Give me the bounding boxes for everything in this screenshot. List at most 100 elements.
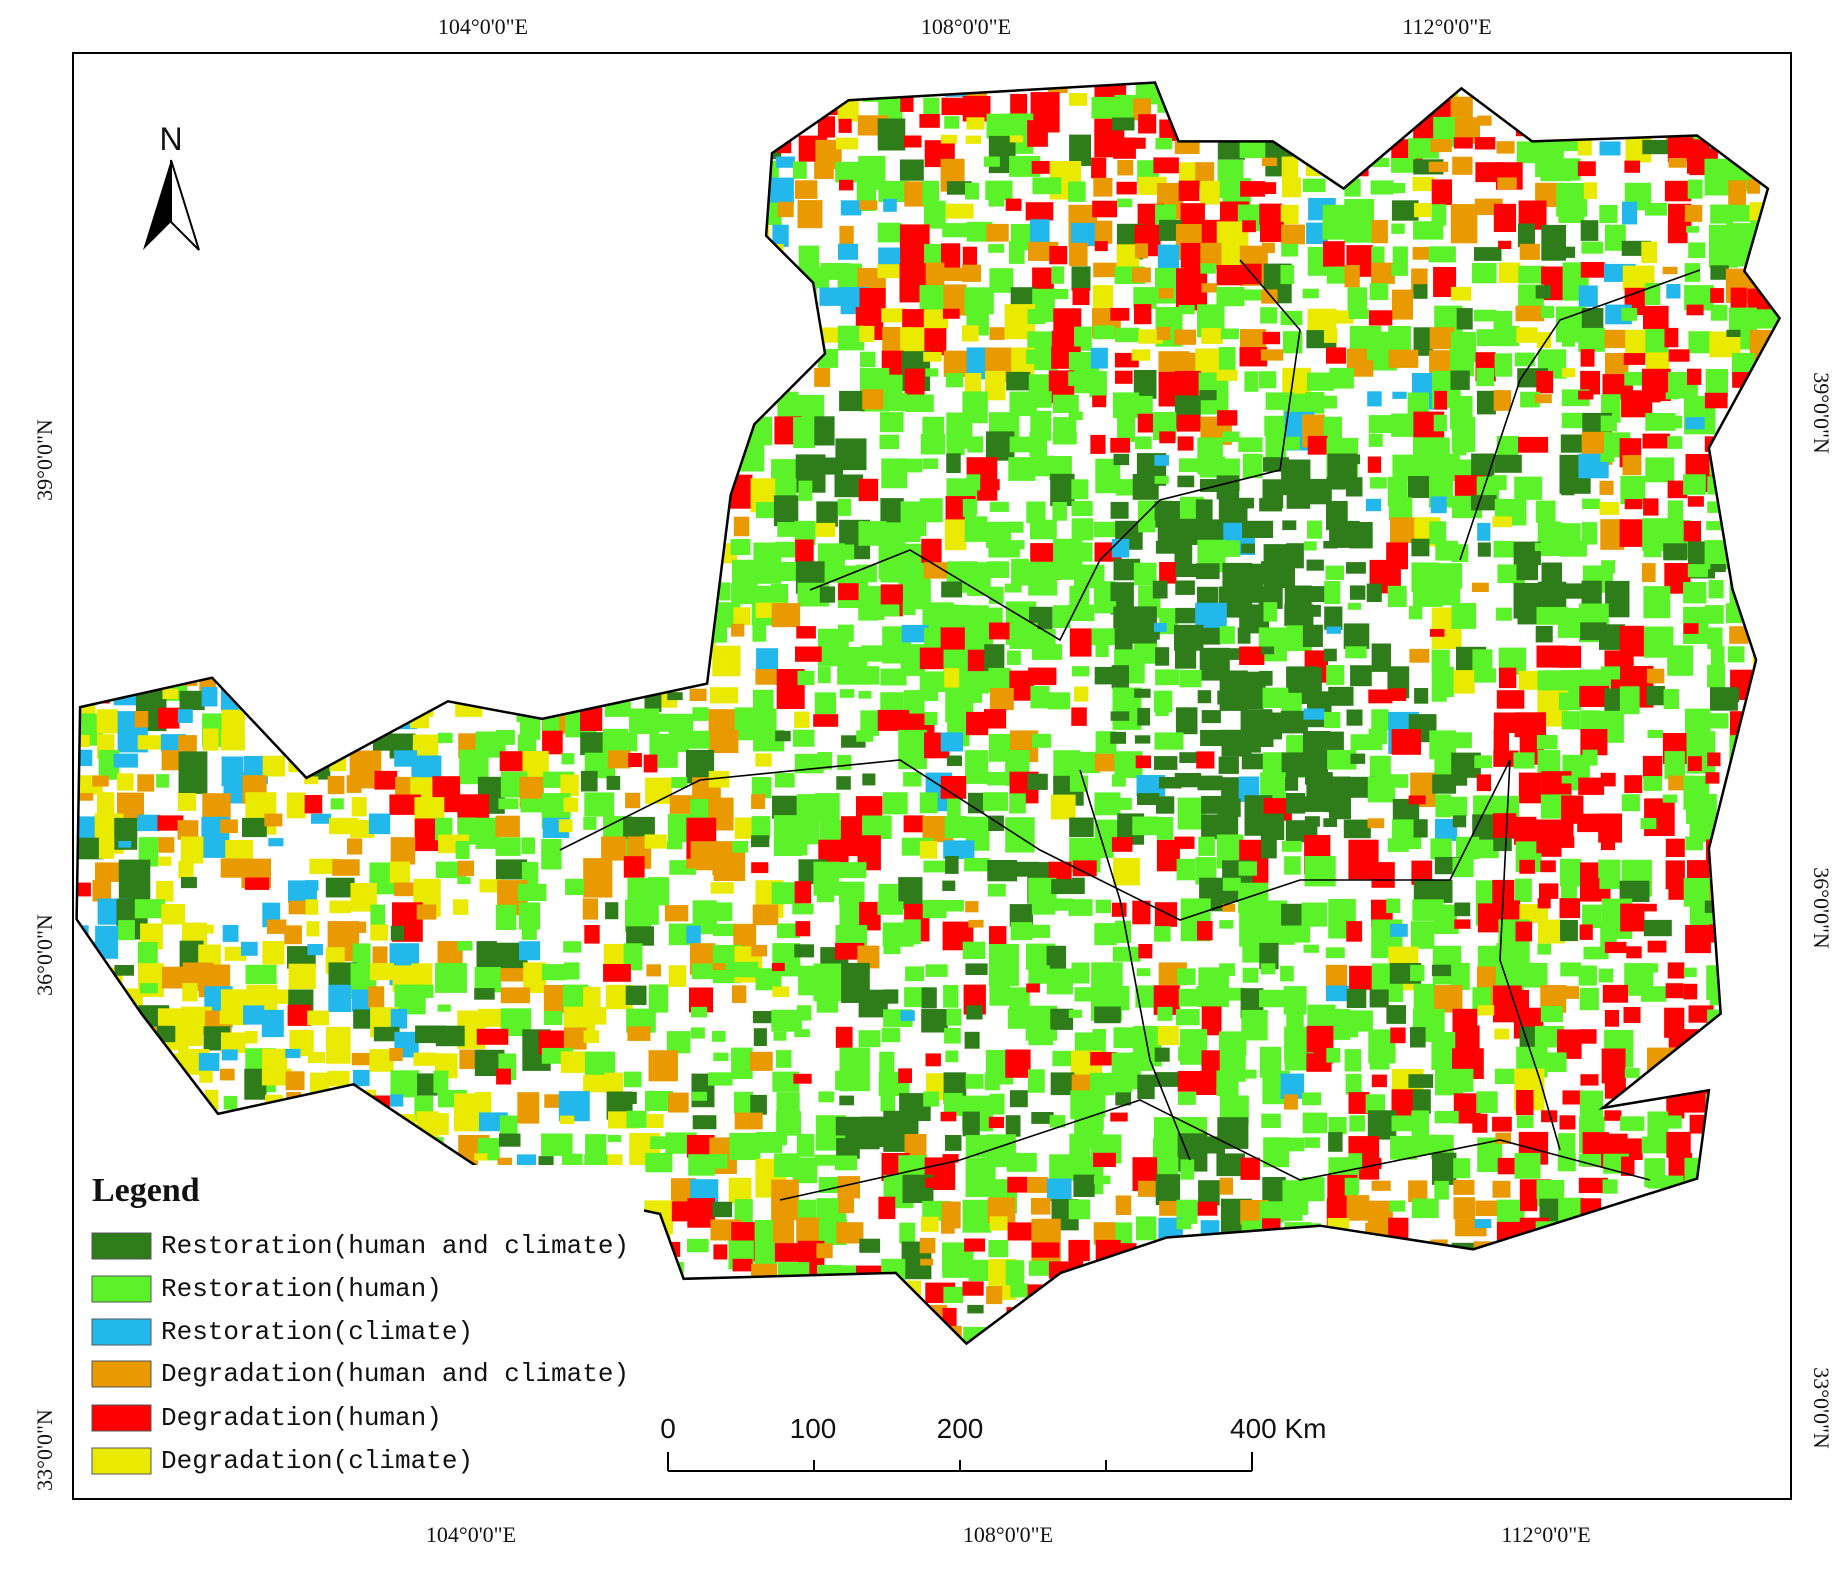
land-patch [650,713,671,732]
land-patch [1237,627,1251,644]
land-patch [904,368,925,396]
land-patch [1520,1199,1538,1212]
land-patch [1091,628,1119,646]
land-patch [966,117,985,130]
land-patch [771,603,801,628]
land-patch [1434,437,1450,456]
land-patch [1195,162,1215,187]
land-patch [883,393,907,412]
land-patch [517,734,537,754]
land-patch [1664,751,1685,780]
land-patch [919,285,945,314]
land-patch [328,984,352,1012]
arrow-right [170,159,200,251]
land-patch [1196,1073,1217,1095]
land-patch [627,1026,651,1041]
land-patch [1665,983,1684,999]
land-patch [223,1095,238,1110]
land-patch [347,838,363,855]
land-patch [1132,474,1159,500]
land-patch [881,1027,901,1043]
land-patch [1728,180,1746,207]
land-patch [962,1199,992,1233]
land-patch [1303,541,1317,551]
land-patch [1030,455,1054,477]
land-patch [1534,542,1552,551]
land-patch [686,925,701,944]
land-patch [1539,883,1559,899]
land-patch [1562,139,1583,152]
land-patch [137,814,161,832]
land-patch [1409,648,1430,663]
land-patch [496,1068,511,1085]
land-patch [1412,177,1435,192]
graticule-label: 104°0'0"E [438,14,528,39]
land-patch [1306,372,1334,391]
land-patch [919,841,938,859]
land-patch [559,1115,575,1124]
land-patch [1368,1157,1382,1169]
land-patch [1343,623,1370,649]
land-patch [647,1114,664,1128]
land-patch [1578,777,1605,795]
land-patch [1115,1092,1131,1106]
land-patch [1520,391,1540,408]
land-patch [137,735,163,750]
land-patch [1493,540,1514,558]
land-patch [1111,902,1127,917]
land-patch [1324,711,1341,729]
land-patch [966,221,993,242]
land-patch [1259,498,1283,512]
land-patch [264,813,283,827]
land-patch [1027,773,1048,790]
land-patch [816,882,835,903]
land-patch [1284,604,1314,626]
land-patch [370,904,386,926]
land-patch [942,1154,959,1163]
land-patch [1598,859,1621,889]
land-patch [1323,416,1342,439]
land-patch [1348,1153,1363,1170]
land-patch [856,730,874,742]
land-patch [1559,898,1580,919]
land-patch [1433,985,1463,1013]
land-patch [476,1028,509,1045]
land-patch [1110,731,1126,744]
land-patch [1153,1138,1183,1159]
land-patch [919,1237,936,1254]
land-patch [1493,750,1519,767]
land-patch [1068,1199,1090,1220]
land-patch [1201,1006,1222,1036]
land-patch [1413,327,1433,356]
land-patch [583,1030,600,1044]
land-patch [1201,814,1220,840]
land-patch [1558,204,1585,223]
land-patch [1031,1112,1054,1124]
land-patch [967,792,985,814]
land-patch [878,1196,896,1220]
land-patch [1667,480,1688,499]
land-patch [1284,1052,1314,1071]
land-patch [1052,288,1069,300]
land-patch [221,1049,238,1061]
land-patch [1647,730,1664,738]
land-patch [1535,500,1556,523]
land-patch [834,1155,858,1171]
land-patch [1132,267,1151,283]
land-patch [1095,644,1109,657]
land-patch [1683,582,1707,604]
land-patch [1453,1197,1476,1220]
land-patch [1435,794,1452,818]
land-patch [1259,1046,1282,1078]
land-patch [1174,140,1200,154]
land-patch [1578,1177,1608,1193]
land-patch [1112,946,1141,962]
land-patch [920,1258,934,1266]
land-patch [1028,965,1050,984]
land-patch [1238,580,1264,603]
land-patch [1452,815,1467,828]
land-patch [1623,1007,1641,1023]
land-patch [1685,925,1711,954]
land-patch [1008,540,1025,550]
land-patch [879,604,900,617]
